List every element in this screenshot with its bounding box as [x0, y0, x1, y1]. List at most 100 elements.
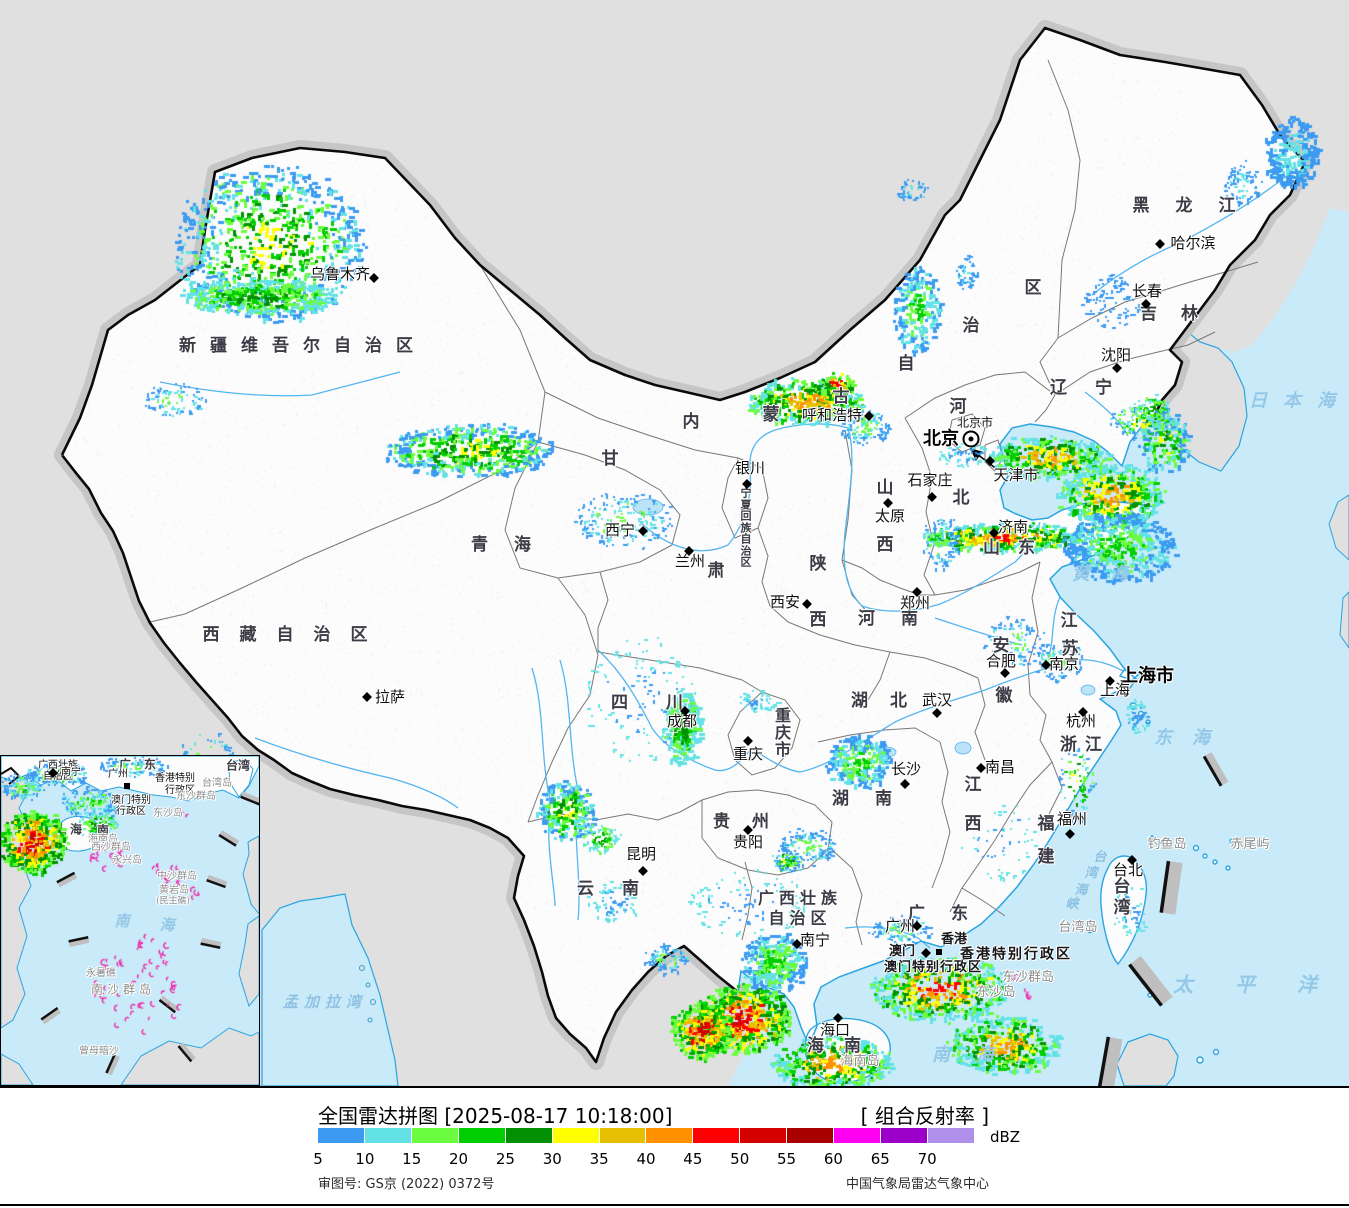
map-label: 香港特别行政区: [960, 946, 1072, 963]
legend-tick: 65: [870, 1150, 890, 1168]
map-label: 南昌: [984, 758, 1016, 777]
map-label: 湾: [1084, 866, 1098, 882]
map-label: 东沙岛: [153, 807, 183, 819]
map-label: 治: [962, 316, 980, 337]
map-label: 福州: [1056, 810, 1088, 829]
map-label: 广西壮族: [38, 759, 78, 771]
city-marker: [369, 273, 379, 283]
map-license-number: 审图号: GS京 (2022) 0372号: [318, 1177, 495, 1192]
city-marker: [362, 692, 372, 702]
map-label: 台: [1113, 877, 1131, 898]
map-label: 澳门特别行政区: [883, 960, 983, 976]
legend-swatch: [834, 1128, 881, 1143]
map-label: 西藏自治区: [202, 625, 388, 646]
map-label: 沈阳: [1100, 346, 1132, 365]
city-marker: [985, 456, 995, 466]
map-label: 广: [118, 757, 132, 772]
agency-credit: 中国气象局雷达气象中心: [845, 1177, 989, 1192]
map-label: 南沙群岛: [90, 982, 156, 997]
map-label: 建: [1037, 847, 1055, 868]
city-marker: [1065, 829, 1075, 839]
map-label: 天津市: [993, 466, 1039, 485]
map-label: 南: [96, 823, 110, 838]
map-label: 曾母暗沙: [79, 1045, 119, 1057]
map-label: 湖北: [851, 691, 929, 712]
legend-swatch: [458, 1128, 505, 1143]
map-label: 内: [682, 412, 700, 433]
legend-swatch: [599, 1128, 646, 1143]
legend-tick: 15: [402, 1150, 422, 1168]
city-marker: [638, 526, 648, 536]
map-label: 福: [1037, 814, 1055, 835]
map-labels: 新疆维吾尔自治区 西藏自治区 青海甘肃内蒙古自治区宁 夏 回 族 自 治 区陕西山西…: [179, 197, 1349, 1070]
map-label: 徽: [995, 686, 1013, 707]
legend-tick: 10: [355, 1150, 375, 1168]
map-label: 山: [876, 478, 894, 499]
map-label: 蒙: [762, 405, 780, 426]
legend-tick: 40: [636, 1150, 656, 1168]
map-label: 太平洋: [1173, 972, 1349, 997]
legend-unit: dBZ: [990, 1128, 1021, 1146]
map-label: 南宁: [799, 931, 831, 950]
inset-echo-layer: [1, 756, 259, 1085]
map-label: 辽宁: [1050, 378, 1140, 399]
map-label: 甘: [601, 449, 619, 470]
map-label: 东沙岛: [976, 985, 1016, 1001]
map-label: 济南: [997, 518, 1029, 537]
map-label: 海: [69, 822, 83, 837]
map-label: 昆明: [625, 845, 657, 864]
map-label: 澳门: [888, 944, 916, 960]
inset-labels: 广西壮族 自治区 南宁广东广州 香港特别 行政区 澳门特别 行政区 台湾 台湾岛 东沙群岛 东沙岛海…: [1, 756, 259, 1085]
map-label: 香港: [940, 932, 968, 948]
map-label: 云南: [577, 879, 667, 900]
map-label: 银川: [734, 459, 766, 478]
legend-tick: 25: [495, 1150, 515, 1168]
map-label: 江: [964, 775, 982, 796]
map-label: 江: [1060, 611, 1078, 632]
map-label: 海南岛: [840, 1054, 880, 1070]
map-label: 南京: [1048, 655, 1080, 674]
map-label: 日本海: [1249, 390, 1349, 412]
map-label: 上海市: [1120, 665, 1174, 687]
map-label: 海: [1074, 883, 1088, 899]
map-label: 重庆: [732, 745, 764, 764]
map-label: 海南: [807, 1036, 881, 1057]
map-label: 长沙: [890, 760, 922, 779]
map-label: 湾: [1113, 898, 1131, 919]
map-label: 南: [114, 912, 130, 931]
map-label: 东沙群岛: [176, 790, 216, 802]
map-label: 苏: [1061, 639, 1079, 660]
map-label: 台湾: [225, 758, 251, 773]
legend-swatch: [411, 1128, 458, 1143]
map-label: 海: [159, 916, 175, 935]
map-label: 孟加拉湾: [282, 993, 368, 1012]
map-label: 澳门特别: [111, 794, 151, 806]
map-label: 广州: [884, 917, 916, 936]
map-label: 陕: [809, 554, 827, 575]
map-label: 东海: [1154, 727, 1230, 749]
map-label: 西: [809, 610, 827, 631]
map-label: 行政区: [116, 805, 146, 817]
map-label: 广西壮族: [757, 888, 843, 908]
map-label: 新疆维吾尔自治区: [179, 336, 427, 357]
map-label: 吉林: [1140, 304, 1222, 325]
map-label: 钓鱼岛: [1147, 837, 1187, 853]
map-label: 自治区: [768, 908, 832, 928]
map-label: 东: [143, 757, 157, 772]
map-label: 东沙群岛: [1001, 970, 1055, 986]
map-label: 南宁: [61, 766, 81, 778]
legend-swatch: [740, 1128, 787, 1143]
map-label: 合肥: [985, 652, 1017, 671]
map-label: 西沙群岛: [91, 841, 131, 853]
map-label: 广东: [908, 904, 994, 925]
south-china-sea-inset: 广西壮族 自治区 南宁广东广州 香港特别 行政区 澳门特别 行政区 台湾 台湾岛 东沙群岛 东沙岛海…: [0, 755, 260, 1086]
map-label: 北京: [923, 428, 959, 450]
map-label: (民主礁): [155, 896, 191, 907]
city-marker: [802, 599, 812, 609]
map-label: 武汉: [921, 691, 953, 710]
map-label: 西: [876, 535, 894, 556]
map-label: 行政区: [165, 784, 195, 796]
map-label: 青海: [471, 535, 557, 556]
city-marker: [936, 949, 942, 955]
map-label: 河: [949, 397, 967, 418]
